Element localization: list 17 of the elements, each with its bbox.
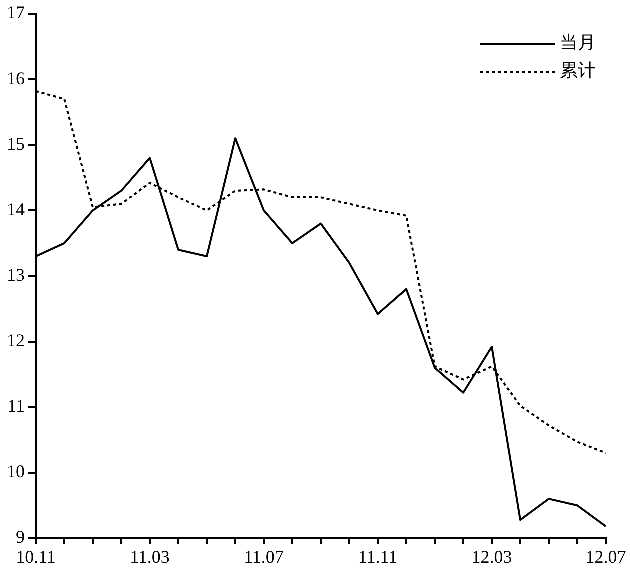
y-tick-label: 11 (8, 396, 25, 416)
y-tick-label: 9 (16, 527, 25, 548)
legend-label: 累计 (560, 60, 596, 81)
y-tick-label: 17 (7, 2, 25, 23)
x-tick-label: 11.11 (358, 546, 398, 567)
x-tick-label: 12.03 (472, 546, 512, 567)
y-tick-label: 14 (7, 199, 25, 220)
y-tick-label: 16 (7, 68, 25, 88)
y-tick-label: 12 (7, 330, 25, 350)
y-tick-label: 13 (7, 264, 25, 285)
x-tick-label: 12.07 (586, 546, 626, 567)
y-tick-label: 10 (7, 462, 25, 482)
legend-label: 当月 (560, 32, 596, 53)
y-tick-label: 15 (7, 134, 25, 154)
x-tick-label: 11.03 (130, 546, 170, 567)
x-tick-label: 10.11 (16, 546, 56, 567)
x-tick-label: 11.07 (244, 546, 284, 567)
